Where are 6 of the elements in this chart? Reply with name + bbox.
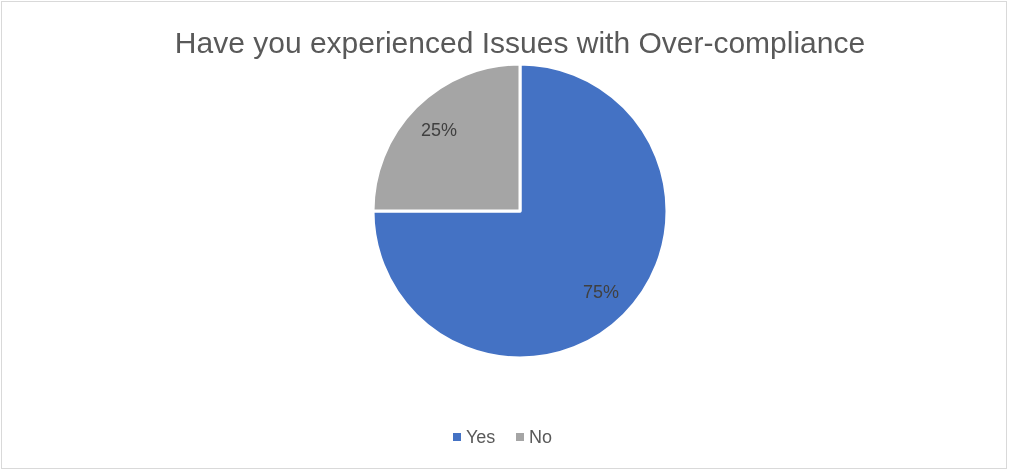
pie-slice — [371, 62, 669, 360]
data-label: 25% — [420, 119, 457, 140]
data-label: 75% — [583, 282, 620, 303]
legend-label: Yes — [466, 427, 496, 447]
chart-title: Have you experienced Issues with Over-compliance — [174, 26, 866, 59]
legend-label: No — [529, 427, 553, 447]
